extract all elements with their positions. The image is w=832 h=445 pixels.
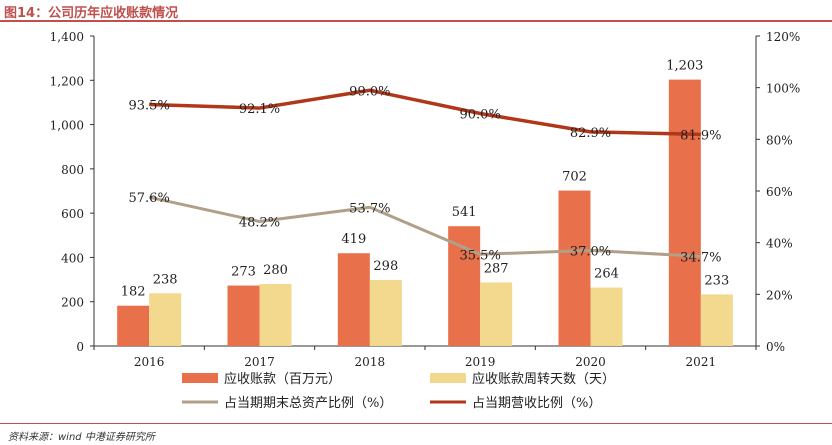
x-tick-label: 2019 — [465, 355, 496, 369]
bar-data-label: 298 — [373, 259, 398, 274]
bar-data-label: 1,203 — [666, 59, 703, 74]
y-tick-right-label: 80% — [766, 133, 793, 147]
x-tick-label: 2020 — [575, 355, 606, 369]
legend-swatch — [182, 373, 218, 383]
legend-swatch — [430, 373, 466, 383]
line-data-label: 90.0% — [460, 108, 501, 123]
line-data-label: 81.9% — [680, 128, 721, 143]
bar-data-label: 280 — [263, 263, 288, 278]
y-tick-right-label: 60% — [766, 185, 793, 199]
bar-turnover-days — [590, 287, 623, 346]
y-tick-right-label: 120% — [766, 30, 800, 44]
line-data-label: 92.1% — [239, 102, 280, 117]
source-bar: 资料来源：wind 中港证券研究所 — [0, 423, 832, 445]
bar-data-label: 541 — [452, 205, 477, 220]
y-tick-left-label: 400 — [61, 251, 84, 265]
source-note: 资料来源：wind 中港证券研究所 — [8, 432, 155, 443]
x-tick-label: 2021 — [686, 355, 717, 369]
legend-label: 占当期期末总资产比例（%） — [224, 396, 392, 411]
bar-receivables — [668, 79, 701, 346]
y-tick-left-label: 1,000 — [50, 119, 84, 133]
bar-receivables — [558, 190, 591, 346]
x-tick-label: 2016 — [134, 355, 165, 369]
x-tick-label: 2018 — [355, 355, 386, 369]
bar-turnover-days — [369, 280, 402, 346]
legend-label: 占当期营收比例（%） — [472, 396, 601, 411]
bar-data-label: 419 — [341, 232, 366, 247]
line-asset-ratio — [148, 195, 701, 258]
y-tick-right-label: 20% — [766, 288, 793, 302]
bar-data-label: 238 — [153, 272, 178, 287]
title-bar: 图14：公司历年应收账款情况 — [0, 0, 832, 22]
bar-receivables — [117, 305, 150, 346]
y-tick-left-label: 1,200 — [50, 74, 84, 88]
line-revenue-ratio — [149, 88, 701, 137]
x-tick-label: 2017 — [244, 355, 275, 369]
line-data-label: 34.7% — [680, 250, 721, 265]
line-data-label: 82.9% — [570, 126, 611, 141]
bar-data-label: 287 — [484, 261, 509, 276]
bar-data-label: 273 — [231, 265, 256, 280]
y-tick-left-label: 800 — [61, 163, 84, 177]
y-tick-right-label: 40% — [766, 237, 793, 251]
line-data-label: 93.5% — [129, 98, 170, 113]
bar-receivables — [337, 253, 370, 346]
chart-title: 图14：公司历年应收账款情况 — [4, 6, 179, 21]
line-data-label: 99.0% — [349, 84, 390, 99]
bar-data-label: 264 — [594, 267, 619, 282]
bar-turnover-days — [259, 284, 292, 346]
legend-label: 应收账款（百万元） — [224, 371, 341, 387]
bar-turnover-days — [149, 293, 182, 346]
y-tick-left-label: 1,400 — [50, 30, 84, 44]
legend-label: 应收账款周转天数（天） — [472, 371, 615, 387]
line-data-label: 35.5% — [460, 248, 501, 263]
bar-turnover-days — [700, 294, 733, 346]
y-tick-left-label: 200 — [61, 296, 84, 310]
y-tick-left-label: 600 — [61, 207, 84, 221]
line-data-label: 48.2% — [239, 215, 280, 230]
bar-receivables — [227, 285, 260, 346]
line-data-label: 57.6% — [129, 191, 170, 206]
bar-turnover-days — [480, 282, 513, 346]
y-tick-right-label: 0% — [766, 340, 785, 354]
bar-data-label: 233 — [704, 273, 729, 288]
line-data-label: 53.7% — [349, 201, 390, 216]
bar-data-label: 182 — [121, 285, 146, 300]
y-tick-right-label: 100% — [766, 82, 800, 96]
y-tick-left-label: 0 — [76, 340, 84, 354]
bar-data-label: 702 — [562, 170, 587, 185]
line-data-label: 37.0% — [570, 244, 611, 259]
